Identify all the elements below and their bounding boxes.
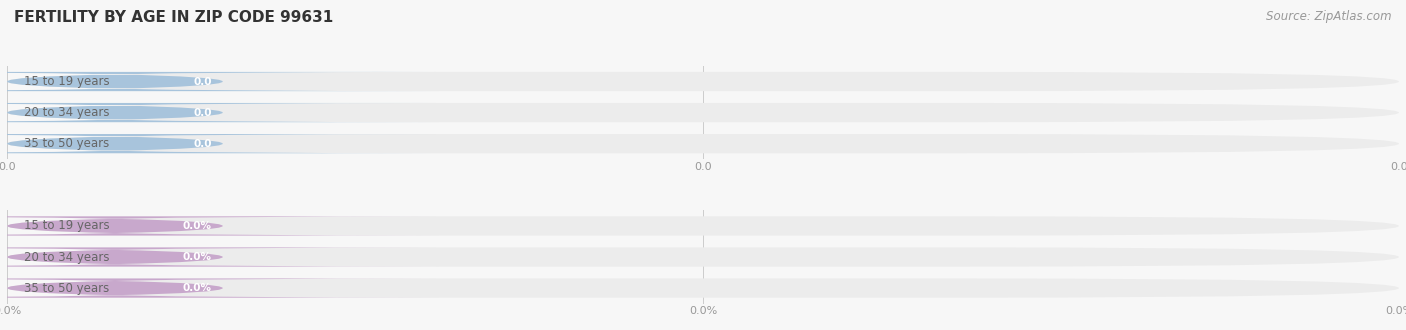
- FancyBboxPatch shape: [0, 279, 439, 298]
- FancyBboxPatch shape: [7, 134, 1399, 153]
- Text: Source: ZipAtlas.com: Source: ZipAtlas.com: [1267, 10, 1392, 23]
- Text: 15 to 19 years: 15 to 19 years: [24, 75, 110, 88]
- Text: 0.0: 0.0: [193, 77, 212, 86]
- Text: 0.0: 0.0: [193, 139, 212, 148]
- Text: 35 to 50 years: 35 to 50 years: [24, 137, 110, 150]
- FancyBboxPatch shape: [0, 72, 439, 91]
- Text: 0.0%: 0.0%: [183, 252, 212, 262]
- Text: 20 to 34 years: 20 to 34 years: [24, 250, 110, 264]
- FancyBboxPatch shape: [7, 103, 1399, 122]
- Text: 0.0%: 0.0%: [183, 221, 212, 231]
- FancyBboxPatch shape: [0, 134, 439, 153]
- Text: 35 to 50 years: 35 to 50 years: [24, 281, 110, 295]
- Text: 0.0%: 0.0%: [183, 283, 212, 293]
- Text: 20 to 34 years: 20 to 34 years: [24, 106, 110, 119]
- FancyBboxPatch shape: [0, 216, 439, 236]
- Text: 15 to 19 years: 15 to 19 years: [24, 219, 110, 232]
- Text: 0.0: 0.0: [193, 108, 212, 117]
- FancyBboxPatch shape: [7, 279, 1399, 298]
- FancyBboxPatch shape: [0, 103, 439, 122]
- FancyBboxPatch shape: [0, 248, 439, 267]
- FancyBboxPatch shape: [7, 72, 1399, 91]
- FancyBboxPatch shape: [7, 248, 1399, 267]
- Text: FERTILITY BY AGE IN ZIP CODE 99631: FERTILITY BY AGE IN ZIP CODE 99631: [14, 10, 333, 25]
- FancyBboxPatch shape: [7, 216, 1399, 236]
